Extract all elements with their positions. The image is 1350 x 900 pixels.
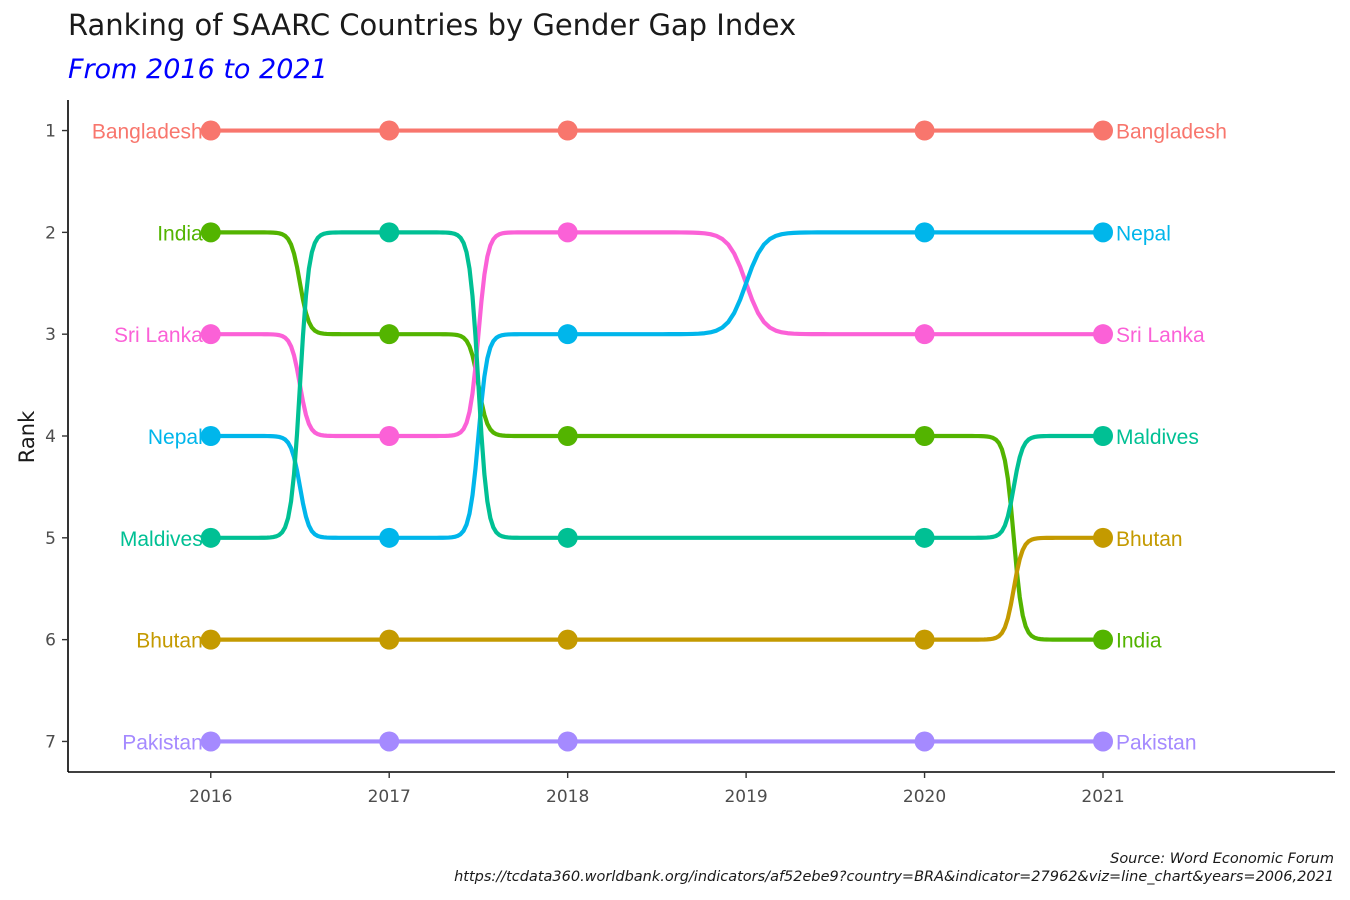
label-left-bhutan: Bhutan [136, 630, 203, 653]
point-nepal-2020 [914, 222, 935, 243]
x-tick-label-2020: 2020 [903, 787, 946, 807]
y-tick-label-7: 7 [45, 732, 56, 752]
label-left-bangladesh: Bangladesh [92, 121, 203, 144]
point-sri-lanka-2020 [914, 324, 935, 345]
point-maldives-2017 [379, 222, 400, 243]
y-tick-label-4: 4 [45, 427, 56, 447]
point-bangladesh-2020 [914, 120, 935, 141]
y-tick-label-2: 2 [45, 223, 56, 243]
label-right-bangladesh: Bangladesh [1116, 121, 1227, 144]
label-left-maldives: Maldives [120, 528, 203, 551]
x-tick-label-2016: 2016 [189, 787, 232, 807]
series-points [200, 120, 1114, 752]
caption: Source: Word Economic Forum https://tcda… [454, 850, 1334, 886]
point-bhutan-2016 [200, 629, 221, 650]
x-tick-label-2021: 2021 [1081, 787, 1124, 807]
series-line-nepal [208, 230, 1106, 540]
label-right-sri-lanka: Sri Lanka [1116, 324, 1205, 347]
point-bangladesh-2021 [1093, 120, 1114, 141]
series-end-labels: Bangladesh Bangladesh India India Sri Lanka S… [92, 121, 1227, 755]
y-tick-label-1: 1 [45, 122, 56, 142]
point-maldives-2016 [200, 527, 221, 548]
label-right-maldives: Maldives [1116, 426, 1199, 449]
point-nepal-2017 [379, 527, 400, 548]
point-india-2021 [1093, 629, 1114, 650]
point-bhutan-2021 [1093, 527, 1114, 548]
point-india-2020 [914, 426, 935, 446]
y-tick-label-6: 6 [45, 631, 56, 651]
point-sri-lanka-2016 [200, 324, 221, 345]
point-sri-lanka-2017 [379, 426, 400, 446]
y-tick-label-5: 5 [45, 529, 56, 549]
x-tick-label-2019: 2019 [724, 787, 767, 807]
label-left-nepal: Nepal [148, 426, 203, 449]
series-line-maldives [208, 230, 1106, 540]
point-nepal-2018 [557, 324, 578, 345]
point-bhutan-2020 [914, 629, 935, 650]
caption-url: https://tcdata360.worldbank.org/indicato… [454, 869, 1334, 885]
x-tick-label-2018: 2018 [546, 787, 589, 807]
label-right-pakistan: Pakistan [1116, 731, 1197, 754]
label-left-india: India [157, 222, 203, 245]
point-sri-lanka-2021 [1093, 324, 1114, 345]
caption-source: Source: Word Economic Forum [1110, 851, 1334, 867]
point-bangladesh-2017 [379, 120, 400, 141]
point-pakistan-2017 [379, 731, 400, 752]
x-tick-label-2017: 2017 [368, 787, 411, 807]
point-india-2018 [557, 426, 578, 446]
label-right-bhutan: Bhutan [1116, 528, 1183, 551]
point-pakistan-2018 [557, 731, 578, 752]
point-sri-lanka-2018 [557, 222, 578, 243]
series-lines [208, 128, 1106, 744]
point-india-2016 [200, 222, 221, 243]
series-line-bhutan [208, 535, 1106, 642]
label-left-sri-lanka: Sri Lanka [114, 324, 203, 347]
point-pakistan-2016 [200, 731, 221, 752]
label-right-india: India [1116, 630, 1162, 653]
point-india-2017 [379, 324, 400, 345]
point-nepal-2021 [1093, 222, 1114, 243]
point-maldives-2018 [557, 527, 578, 548]
label-right-nepal: Nepal [1116, 222, 1171, 245]
chart-subtitle: From 2016 to 2021 [68, 54, 328, 85]
chart-title: Ranking of SAARC Countries by Gender Gap… [68, 8, 797, 42]
y-tick-label-3: 3 [45, 325, 56, 345]
point-maldives-2021 [1093, 426, 1114, 446]
axes: 1 2 3 4 5 6 7 2016 2017 2018 2019 2020 2021 [45, 100, 1335, 807]
point-bangladesh-2016 [200, 120, 221, 141]
point-bangladesh-2018 [557, 120, 578, 141]
y-axis-title: Rank [15, 410, 39, 463]
point-bhutan-2018 [557, 629, 578, 650]
label-left-pakistan: Pakistan [122, 731, 203, 754]
point-pakistan-2020 [914, 731, 935, 752]
point-maldives-2020 [914, 527, 935, 548]
point-pakistan-2021 [1093, 731, 1114, 752]
point-nepal-2016 [200, 426, 221, 446]
point-bhutan-2017 [379, 629, 400, 650]
